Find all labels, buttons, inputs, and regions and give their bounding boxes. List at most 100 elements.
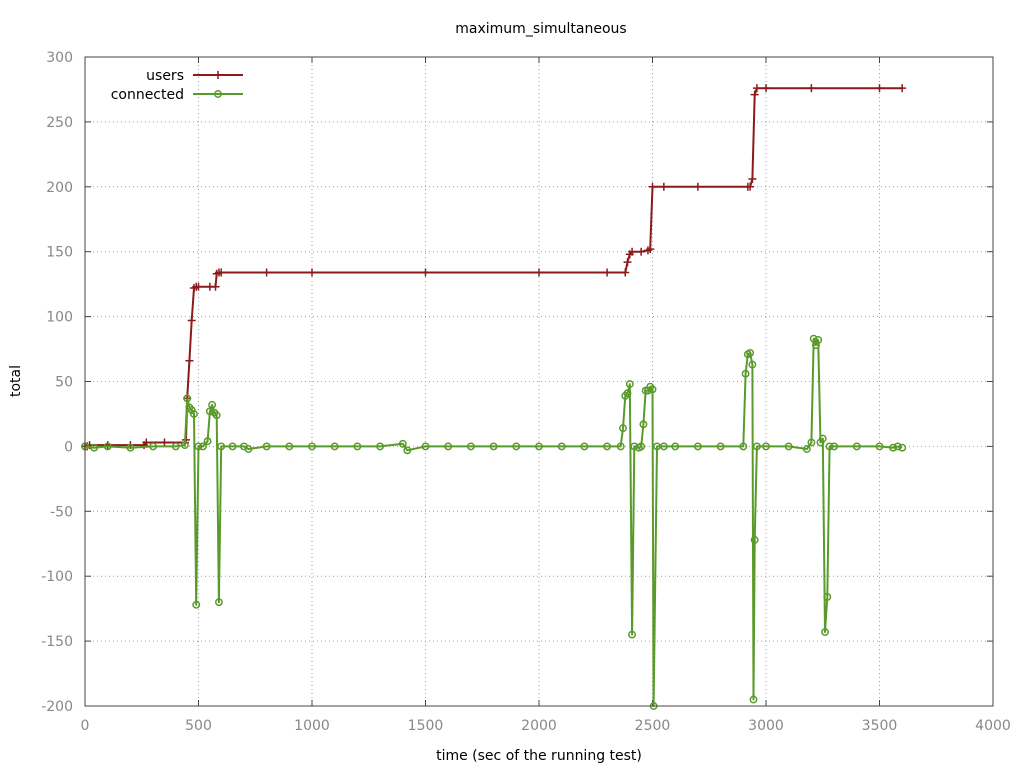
data-point-users <box>875 84 884 93</box>
y-tick-label: 150 <box>46 245 73 261</box>
data-point-users <box>748 175 757 184</box>
data-point-connected <box>889 443 898 452</box>
data-point-connected <box>739 442 748 451</box>
data-point-connected <box>376 442 385 451</box>
data-point-connected <box>199 442 207 451</box>
legend-marker-connected <box>214 90 222 98</box>
data-point-users <box>603 268 612 277</box>
x-tick-label: 1500 <box>408 718 444 734</box>
data-point-users <box>746 182 755 191</box>
data-point-users <box>898 84 907 93</box>
data-point-connected <box>741 369 750 378</box>
data-point-connected <box>644 386 652 395</box>
data-point-connected <box>126 443 135 452</box>
data-point-connected <box>489 442 498 451</box>
series-layer <box>81 84 907 710</box>
data-point-connected <box>180 441 189 450</box>
data-point-connected <box>825 442 834 451</box>
data-point-connected <box>749 695 758 704</box>
data-point-users <box>308 268 316 277</box>
data-point-connected <box>818 434 827 443</box>
data-point-users <box>142 438 151 447</box>
data-point-connected <box>535 442 543 451</box>
data-point-users <box>187 316 196 325</box>
data-point-connected <box>893 442 902 451</box>
data-point-connected <box>830 442 839 451</box>
data-point-connected <box>639 420 648 429</box>
data-point-users <box>762 84 770 93</box>
data-point-connected <box>171 442 180 451</box>
data-point-connected <box>875 442 884 451</box>
data-point-connected <box>752 442 761 451</box>
data-point-connected <box>816 438 825 447</box>
data-point-connected <box>183 394 192 403</box>
series-users <box>81 84 907 451</box>
data-point-connected <box>403 446 412 455</box>
data-point-connected <box>784 442 793 451</box>
y-tick-label: 50 <box>55 375 73 391</box>
data-point-connected <box>671 442 680 451</box>
y-tick-label: 300 <box>46 50 73 66</box>
data-point-users <box>628 247 637 256</box>
x-tick-label: 1000 <box>294 718 330 734</box>
y-tick-label: -50 <box>50 504 73 520</box>
data-point-connected <box>262 442 271 451</box>
y-tick-label: 100 <box>46 310 73 326</box>
data-point-connected <box>421 442 430 451</box>
legend-label-connected: connected <box>111 87 184 103</box>
data-point-connected <box>648 385 657 394</box>
data-point-users <box>752 84 761 93</box>
data-point-connected <box>192 600 201 609</box>
data-point-connected <box>898 443 907 452</box>
data-point-connected <box>205 407 214 416</box>
data-point-connected <box>748 360 757 369</box>
chart-title: maximum_simultaneous <box>455 21 626 37</box>
x-tick-label: 4000 <box>975 718 1011 734</box>
data-point-users <box>217 268 226 277</box>
data-point-connected <box>194 442 203 451</box>
data-point-connected <box>628 630 637 639</box>
data-point-connected <box>623 389 632 398</box>
data-point-connected <box>512 442 521 451</box>
data-point-users <box>160 438 169 447</box>
data-point-users <box>194 282 203 291</box>
data-point-users <box>185 356 194 365</box>
x-axis-title: time (sec of the running test) <box>436 748 642 764</box>
data-point-connected <box>103 442 112 451</box>
data-point-connected <box>208 400 217 409</box>
y-tick-label: -100 <box>41 569 73 585</box>
data-point-users <box>750 90 759 99</box>
legend: users connected <box>111 68 243 103</box>
data-point-users <box>623 258 632 267</box>
x-tick-label: 2000 <box>521 718 557 734</box>
y-tick-label: -150 <box>41 634 73 650</box>
data-point-connected <box>693 442 702 451</box>
data-point-connected <box>149 442 158 451</box>
data-point-connected <box>823 593 832 601</box>
legend-label-users: users <box>146 68 184 84</box>
data-point-connected <box>214 598 223 607</box>
plot-frame <box>84 56 994 707</box>
data-point-connected <box>637 442 646 451</box>
data-point-connected <box>444 442 453 451</box>
y-tick-label: 250 <box>46 115 73 131</box>
x-tick-label: 0 <box>81 718 90 734</box>
data-point-connected <box>716 442 725 451</box>
data-point-connected <box>809 334 818 343</box>
data-point-connected <box>659 442 668 451</box>
x-tick-label: 500 <box>185 718 212 734</box>
data-point-connected <box>203 437 212 446</box>
data-point-connected <box>398 439 407 448</box>
x-tick-label: 3000 <box>748 718 784 734</box>
data-point-connected <box>557 442 566 451</box>
data-point-users <box>637 247 646 256</box>
data-point-users <box>807 84 816 93</box>
data-point-users <box>648 182 657 191</box>
data-point-connected <box>212 411 221 420</box>
data-point-connected <box>750 535 759 544</box>
data-point-connected <box>802 445 811 453</box>
